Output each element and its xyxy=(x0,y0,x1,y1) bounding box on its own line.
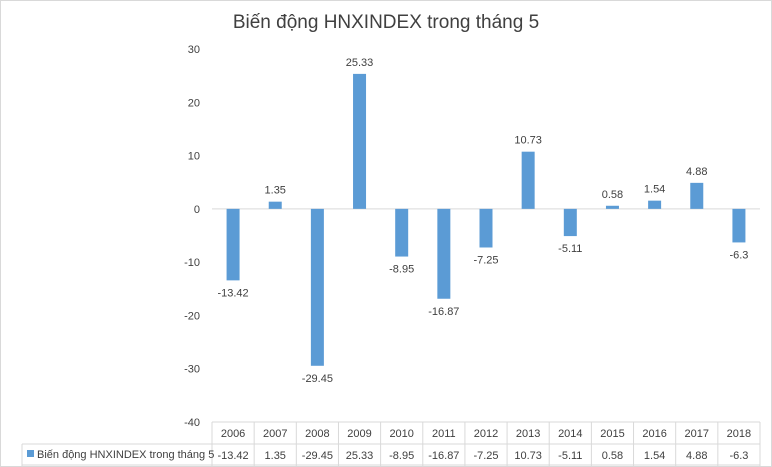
table-value: 10.73 xyxy=(514,450,542,462)
table-value: -5.11 xyxy=(558,450,582,462)
category-label: 2007 xyxy=(263,428,287,440)
data-label: 10.73 xyxy=(514,135,542,147)
data-label: -5.11 xyxy=(558,243,582,255)
y-tick-label: 20 xyxy=(188,97,200,109)
y-tick-label: -30 xyxy=(184,364,200,376)
data-label: 1.35 xyxy=(265,185,286,197)
y-tick-label: 10 xyxy=(188,151,200,163)
chart-title: Biến động HNXINDEX trong tháng 5 xyxy=(232,12,540,33)
data-label: -7.25 xyxy=(473,254,498,266)
bar xyxy=(563,208,577,237)
bar xyxy=(732,208,746,243)
table-value: -16.87 xyxy=(428,450,459,462)
bar xyxy=(605,205,619,209)
y-tick-label: -20 xyxy=(184,310,200,322)
category-label: 2015 xyxy=(600,428,624,440)
data-label: 0.58 xyxy=(602,189,623,201)
category-label: 2013 xyxy=(516,428,540,440)
data-label: -6.3 xyxy=(729,249,748,261)
table-value: -7.25 xyxy=(473,450,498,462)
category-label: 2006 xyxy=(221,428,245,440)
data-label: 4.88 xyxy=(686,166,707,178)
data-label: -29.45 xyxy=(302,373,333,385)
bar xyxy=(690,182,704,209)
table-value: 1.35 xyxy=(265,450,286,462)
bar xyxy=(310,208,324,366)
bar xyxy=(648,200,662,209)
category-label: 2012 xyxy=(474,428,498,440)
table-value: -13.42 xyxy=(217,450,248,462)
category-label: 2016 xyxy=(642,428,666,440)
bar xyxy=(437,208,451,299)
y-tick-label: -40 xyxy=(184,417,200,429)
table-value: 25.33 xyxy=(346,450,374,462)
y-tick-label: 0 xyxy=(194,204,200,216)
table-value: -29.45 xyxy=(302,450,333,462)
data-label: -8.95 xyxy=(389,264,414,276)
bar xyxy=(226,208,240,281)
bar xyxy=(268,201,282,209)
data-label: 1.54 xyxy=(644,184,665,196)
table-value: 0.58 xyxy=(602,450,623,462)
bar xyxy=(395,208,409,257)
table-value: -8.95 xyxy=(389,450,414,462)
category-label: 2009 xyxy=(347,428,371,440)
category-label: 2014 xyxy=(558,428,582,440)
table-value: 4.88 xyxy=(686,450,707,462)
category-label: 2017 xyxy=(685,428,709,440)
category-label: 2010 xyxy=(389,428,413,440)
bar xyxy=(353,73,367,209)
table-value: 1.54 xyxy=(644,450,665,462)
table-value: -6.3 xyxy=(729,450,748,462)
series-name: Biến động HNXINDEX trong tháng 5 xyxy=(37,449,214,461)
category-label: 2008 xyxy=(305,428,329,440)
data-label: -16.87 xyxy=(428,306,459,318)
bar xyxy=(479,208,493,248)
data-label: -13.42 xyxy=(217,287,248,299)
bar xyxy=(521,151,535,209)
y-tick-label: 30 xyxy=(188,44,200,56)
data-label: 25.33 xyxy=(346,57,374,69)
y-tick-label: -10 xyxy=(184,257,200,269)
legend-swatch xyxy=(27,450,34,457)
category-label: 2018 xyxy=(727,428,751,440)
category-label: 2011 xyxy=(432,428,456,440)
